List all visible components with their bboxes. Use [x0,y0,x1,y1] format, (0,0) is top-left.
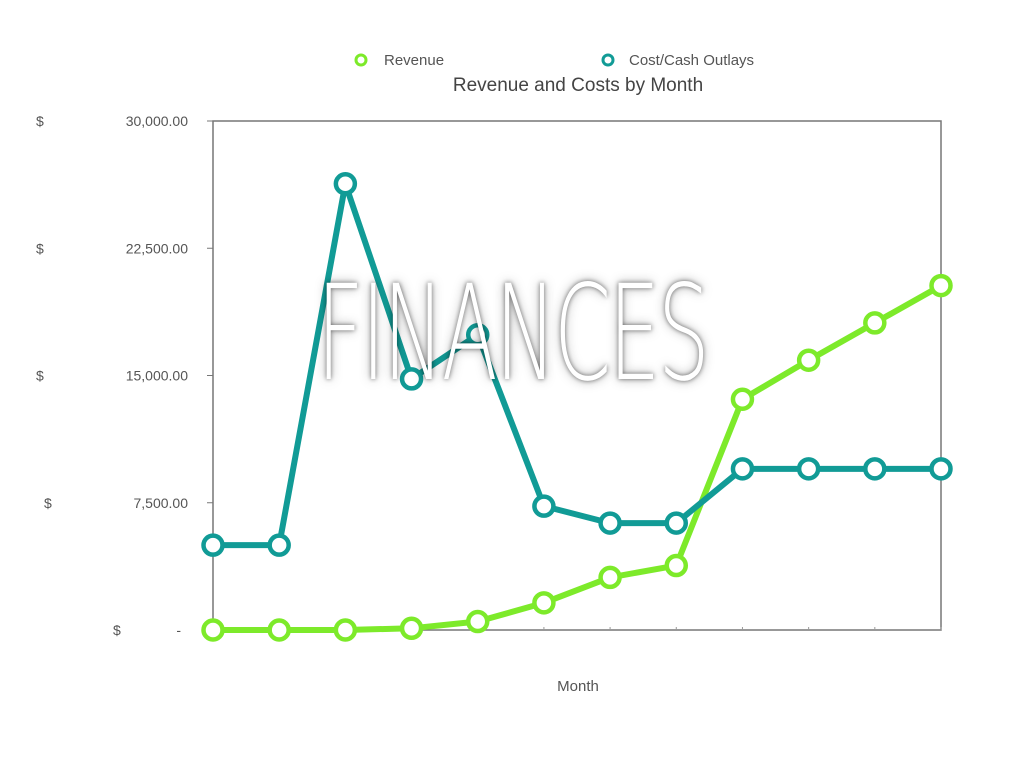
y-tick-label: 7,500.00 [134,495,189,511]
x-axis-label: Month [557,678,599,695]
legend-marker-revenue [354,53,368,67]
revenue-point [664,553,689,578]
costs-point [929,457,953,481]
revenue-point [532,591,556,615]
costs-point [333,172,358,196]
revenue-point [399,616,424,641]
revenue-line [213,282,943,633]
revenue-point [267,618,291,642]
revenue-point [929,273,953,298]
costs-point [465,323,490,347]
series-lines [201,172,953,642]
legend-label-costs: Cost/Cash Outlays [629,52,754,69]
y-tick-prefix: $ [36,368,44,384]
chart-legend: Revenue Cost/Cash Outlays [354,52,754,69]
revenue-point [598,565,622,590]
y-axis: $30,000.00 $ 22,500.00 $ 15,000.00 $ 7,500.00 $… [36,113,213,638]
revenue-point [201,618,225,642]
costs-line [213,180,941,549]
costs-point [730,457,755,481]
costs-point [796,457,821,481]
legend-marker-costs [601,53,615,67]
revenue-point [730,387,755,412]
y-tick-prefix: $ [36,113,44,129]
costs-point [399,367,424,391]
revenue-point [796,348,821,372]
y-tick-label: 15,000.00 [126,368,188,384]
revenue-point [863,311,887,335]
y-tick-prefix: $ [44,495,52,511]
costs-point [532,494,556,518]
costs-point [201,533,225,557]
legend-label-revenue: Revenue [384,52,444,69]
y-tick-prefix: $ [113,622,121,638]
y-tick-label: 22,500.00 [126,240,188,256]
y-tick-prefix: $ [36,240,44,256]
costs-point [863,457,887,481]
costs-point [664,511,689,535]
y-tick-label: - [176,622,181,638]
plot-frame [212,120,942,631]
revenue-point [333,618,358,642]
chart-title: Revenue and Costs by Month [453,75,703,96]
revenue-point [465,609,490,634]
costs-point [598,511,622,535]
y-tick-label: 30,000.00 [126,113,188,129]
costs-point [267,533,291,557]
